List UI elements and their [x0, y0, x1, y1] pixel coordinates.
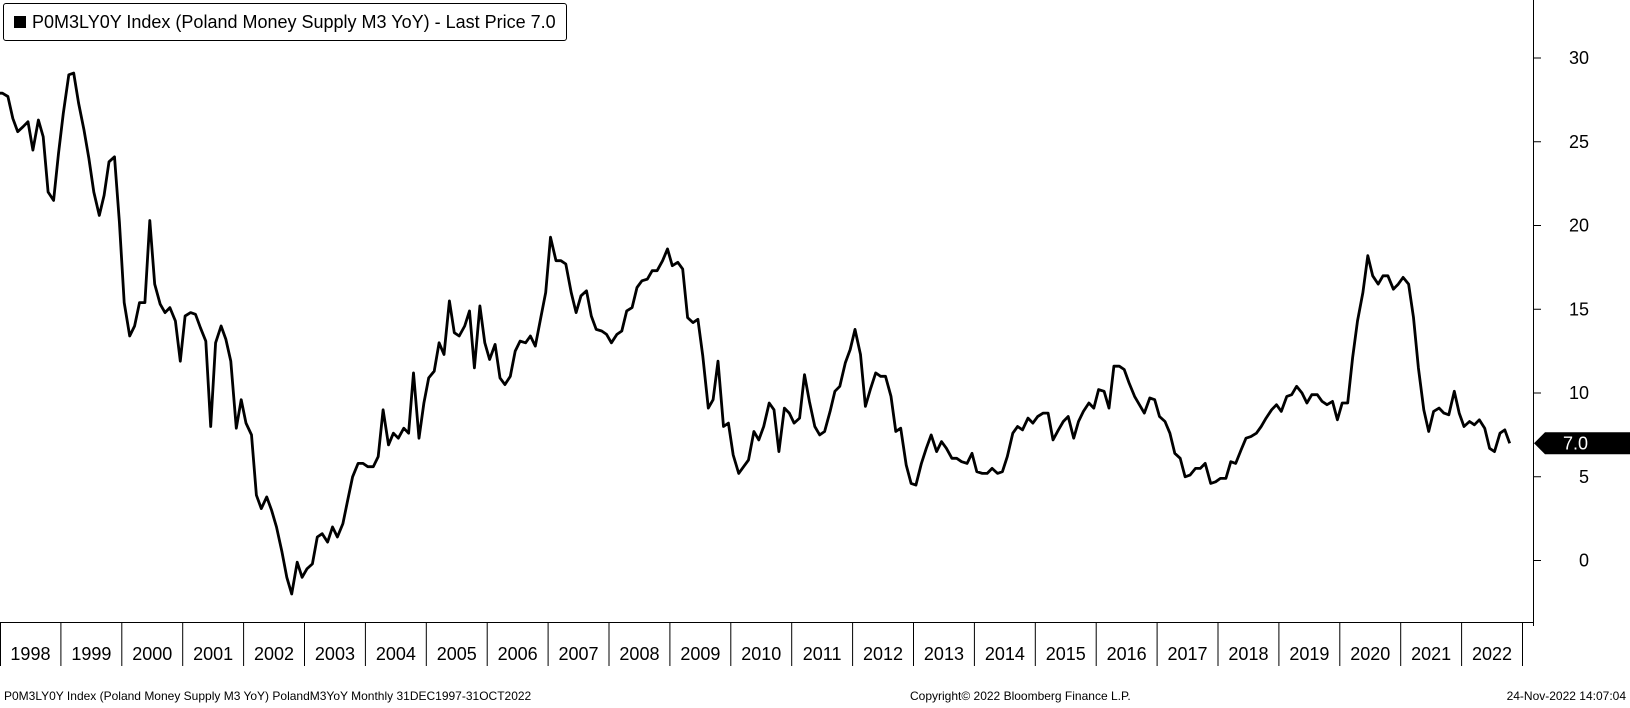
y-tick-label: 10 — [1569, 383, 1589, 403]
x-tick-label: 2011 — [803, 644, 842, 664]
legend-label: P0M3LY0Y Index (Poland Money Supply M3 Y… — [32, 11, 556, 32]
x-tick-label: 1998 — [10, 644, 50, 664]
x-tick-label: 2015 — [1046, 644, 1086, 664]
x-tick-label: 2005 — [437, 644, 477, 664]
x-axis: 1998 1999 2000 2001 2002 2003 2004 2005 2006 2007… — [0, 622, 1534, 666]
footer-description: P0M3LY0Y Index (Poland Money Supply M3 Y… — [4, 689, 532, 703]
y-tick-label: 15 — [1569, 299, 1589, 319]
last-price-layer: 7.0 — [1534, 432, 1630, 455]
x-tick-label: 2017 — [1168, 644, 1208, 664]
series-line — [0, 71, 1512, 596]
y-tick-label: 25 — [1569, 132, 1589, 152]
x-tick-label: 2021 — [1411, 644, 1451, 664]
y-tick-label: 0 — [1579, 551, 1589, 571]
x-tick-label: 2007 — [559, 644, 599, 664]
x-tick-label: 2004 — [376, 644, 416, 664]
x-tick-label: 2000 — [132, 644, 172, 664]
footer-copyright: Copyright© 2022 Bloomberg Finance L.P. — [910, 689, 1131, 703]
last-price-label: 7.0 — [1563, 433, 1588, 453]
x-tick-label: 2001 — [193, 644, 233, 664]
x-tick-label: 2012 — [863, 644, 903, 664]
x-tick-label: 2022 — [1472, 644, 1512, 664]
x-tick-label: 2002 — [254, 644, 294, 664]
y-tick-label: 20 — [1569, 216, 1589, 236]
x-tick-label: 2003 — [315, 644, 355, 664]
x-tick-label: 2014 — [985, 644, 1025, 664]
x-tick-label: 2010 — [741, 644, 781, 664]
last-price-tag — [1534, 432, 1630, 455]
x-tick-label: 2018 — [1228, 644, 1268, 664]
x-tick-label: 1999 — [71, 644, 111, 664]
x-tick-label: 2006 — [498, 644, 538, 664]
y-axis: 0 5 10 15 20 25 30 — [1533, 0, 1589, 626]
x-tick-label: 2008 — [619, 644, 659, 664]
x-tick-label: 2009 — [680, 644, 720, 664]
footer-timestamp: 24-Nov-2022 14:07:04 — [1506, 689, 1626, 703]
legend-swatch — [14, 16, 26, 28]
series-layer — [0, 71, 1512, 596]
y-tick-label: 30 — [1569, 48, 1589, 68]
y-tick-label: 5 — [1579, 467, 1589, 487]
x-tick-label: 2016 — [1107, 644, 1147, 664]
chart-legend: P0M3LY0Y Index (Poland Money Supply M3 Y… — [3, 3, 567, 41]
x-tick-label: 2013 — [924, 644, 964, 664]
x-tick-label: 2020 — [1350, 644, 1390, 664]
x-tick-label: 2019 — [1289, 644, 1329, 664]
